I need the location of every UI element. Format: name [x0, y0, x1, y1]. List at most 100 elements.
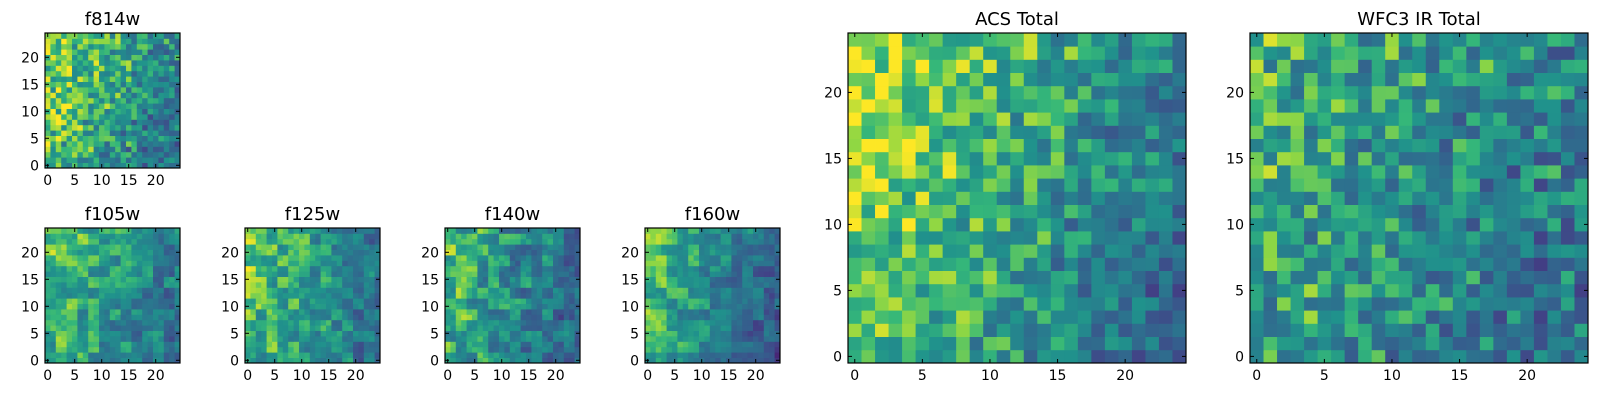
heatmap-cell: [563, 292, 570, 299]
heatmap-cell: [163, 114, 170, 120]
heatmap-cell: [699, 238, 705, 245]
heatmap-cell: [1506, 283, 1521, 298]
heatmap-cell: [709, 233, 716, 240]
heatmap-cell: [888, 191, 903, 205]
heatmap-cell: [1520, 165, 1535, 179]
heatmap-cell: [45, 38, 51, 45]
heatmap-cell: [109, 119, 116, 126]
heatmap-cell: [326, 303, 332, 310]
heatmap-cell: [93, 54, 100, 61]
heatmap-cell: [104, 325, 111, 331]
heatmap-cell: [547, 255, 554, 261]
heatmap-cell: [1371, 310, 1386, 324]
heatmap-cell: [88, 303, 94, 310]
heatmap-cell: [1010, 191, 1025, 205]
heatmap-cell: [288, 276, 294, 283]
heatmap-cell: [72, 157, 78, 163]
heatmap-cell: [153, 70, 159, 77]
heatmap-cell: [1506, 270, 1521, 285]
heatmap-cell: [542, 298, 548, 304]
heatmap-cell: [574, 325, 581, 331]
heatmap-cell: [515, 346, 521, 353]
heatmap-cell: [1118, 85, 1133, 100]
heatmap-cell: [482, 233, 489, 240]
heatmap-cell: [66, 92, 73, 99]
heatmap-cell: [477, 314, 484, 321]
y-tick-label: 0: [833, 349, 842, 365]
heatmap-cell: [1131, 217, 1146, 232]
heatmap-cell: [861, 99, 876, 113]
heatmap-cell: [315, 282, 321, 288]
heatmap-cell: [293, 276, 300, 283]
heatmap-cell: [93, 151, 100, 158]
heatmap-cell: [358, 276, 365, 283]
heatmap-cell: [266, 309, 273, 315]
heatmap-cell: [82, 81, 89, 88]
heatmap-cell: [1425, 244, 1440, 258]
heatmap-cell: [77, 81, 84, 88]
heatmap-cell: [942, 178, 957, 192]
heatmap-cell: [709, 352, 716, 358]
heatmap-cell: [358, 352, 365, 358]
heatmap-cell: [1506, 323, 1521, 337]
heatmap-cell: [82, 119, 89, 126]
heatmap-cell: [1064, 231, 1079, 245]
heatmap-cell: [774, 325, 781, 331]
y-tick-label: 0: [30, 353, 39, 369]
heatmap-cell: [969, 283, 984, 298]
x-tick-label: 10: [693, 368, 711, 384]
heatmap-cell: [699, 330, 705, 337]
heatmap-cell: [542, 244, 548, 250]
heatmap-cell: [542, 346, 548, 353]
heatmap-cell: [261, 336, 267, 342]
heatmap-cell: [245, 292, 251, 299]
heatmap-cell: [455, 249, 462, 256]
heatmap-cell: [488, 309, 494, 315]
heatmap-cell: [299, 276, 305, 283]
heatmap-cell: [304, 352, 311, 358]
heatmap-cell: [1118, 257, 1133, 271]
heatmap-cell: [1050, 244, 1065, 258]
heatmap-cell: [888, 217, 903, 232]
heatmap-cell: [1398, 72, 1413, 87]
heatmap-cell: [672, 319, 678, 326]
heatmap-cell: [763, 325, 770, 331]
heatmap-cell: [1131, 336, 1146, 351]
heatmap-cell: [104, 119, 111, 126]
heatmap-cell: [282, 309, 289, 315]
heatmap-cell: [1412, 112, 1427, 126]
heatmap-cell: [983, 217, 998, 232]
heatmap-cell: [1317, 138, 1332, 153]
heatmap-cell: [1574, 138, 1589, 153]
heatmap-cell: [315, 238, 321, 245]
heatmap-cell: [558, 303, 565, 310]
heatmap-cell: [736, 255, 743, 261]
heatmap-cell: [120, 124, 127, 131]
heatmap-cell: [1263, 257, 1278, 271]
heatmap-cell: [136, 330, 143, 337]
heatmap-cell: [158, 314, 165, 321]
heatmap-cell: [504, 298, 511, 304]
heatmap-cell: [255, 228, 262, 234]
heatmap-cell: [369, 330, 375, 337]
heatmap-cell: [88, 33, 94, 39]
heatmap-cell: [753, 346, 759, 353]
heatmap-cell: [120, 157, 127, 163]
heatmap-cell: [169, 346, 175, 353]
heatmap-cell: [1439, 297, 1454, 311]
heatmap-cell: [1023, 99, 1038, 113]
heatmap-cell: [293, 319, 300, 326]
heatmap-cell: [1533, 112, 1548, 126]
heatmap-cell: [363, 298, 370, 304]
heatmap-cell: [353, 325, 359, 331]
heatmap-cell: [93, 114, 100, 120]
heatmap-cell: [1452, 59, 1467, 73]
heatmap-cell: [1479, 125, 1494, 139]
heatmap-cell: [131, 287, 138, 294]
heatmap-cell: [569, 238, 575, 245]
heatmap-cell: [1172, 46, 1187, 60]
heatmap-cell: [1077, 349, 1092, 364]
heatmap-cell: [915, 99, 930, 113]
heatmap-cell: [1091, 72, 1106, 87]
heatmap-cell: [769, 352, 775, 358]
